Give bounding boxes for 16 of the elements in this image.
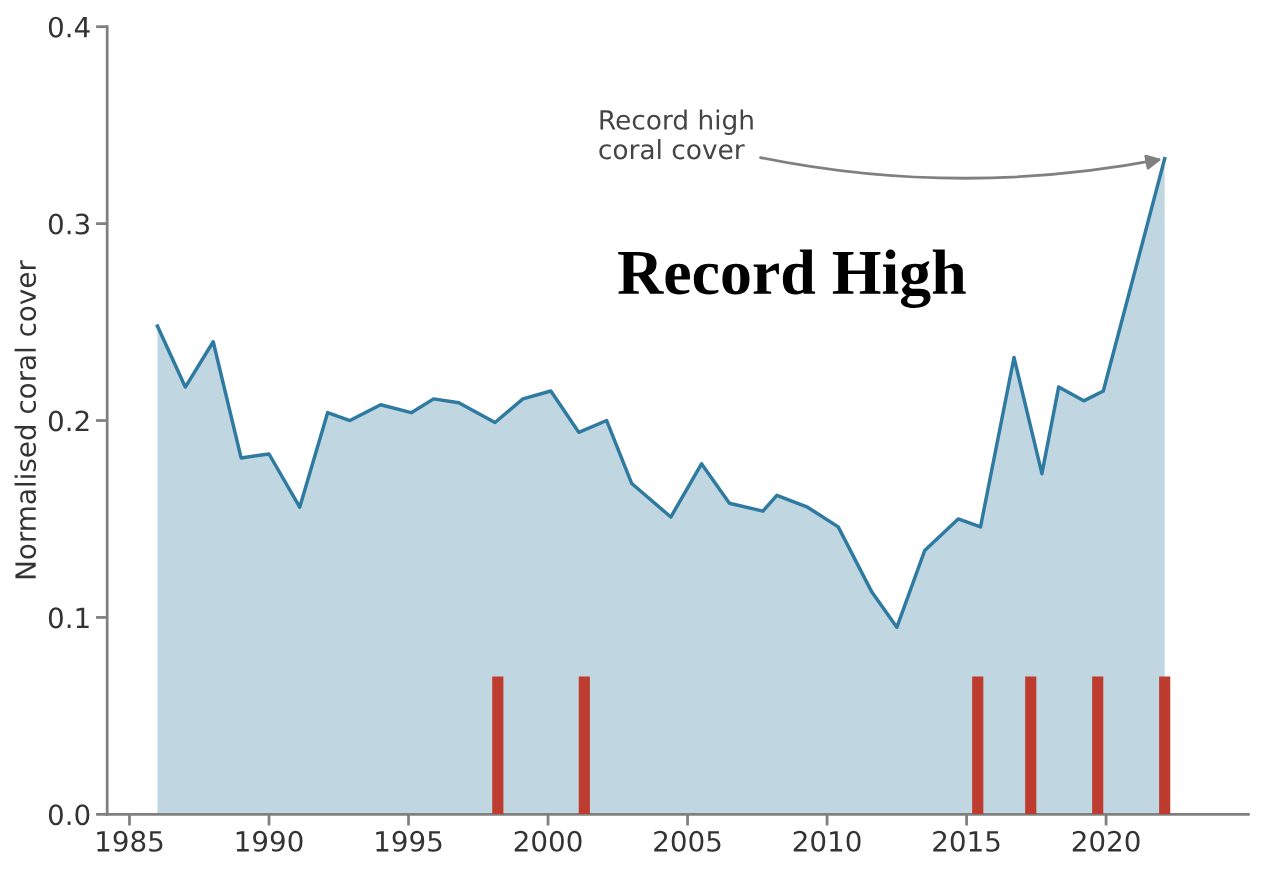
x-tick-label: 2010 — [793, 830, 861, 852]
y-tick-label: 0.3 — [48, 213, 89, 235]
y-tick-label: 0.1 — [48, 607, 89, 629]
y-tick-label: 0.0 — [48, 804, 90, 826]
x-tick-label: 1995 — [376, 830, 442, 852]
x-tick-label: 1985 — [97, 830, 163, 852]
annotation: Record High — [618, 249, 966, 308]
x-tick-label: 1990 — [236, 830, 303, 852]
x-tick-label: 2020 — [1072, 830, 1140, 852]
x-tick-label: 2000 — [514, 830, 582, 852]
y-axis-title: Normalised coral cover — [14, 260, 37, 579]
y-tick-label: 0.4 — [48, 16, 90, 38]
annotation: Record high coral cover — [599, 109, 753, 160]
x-tick-label: 2015 — [933, 830, 1000, 852]
x-tick-label: 2005 — [654, 830, 721, 852]
y-tick-label: 0.2 — [48, 410, 89, 432]
